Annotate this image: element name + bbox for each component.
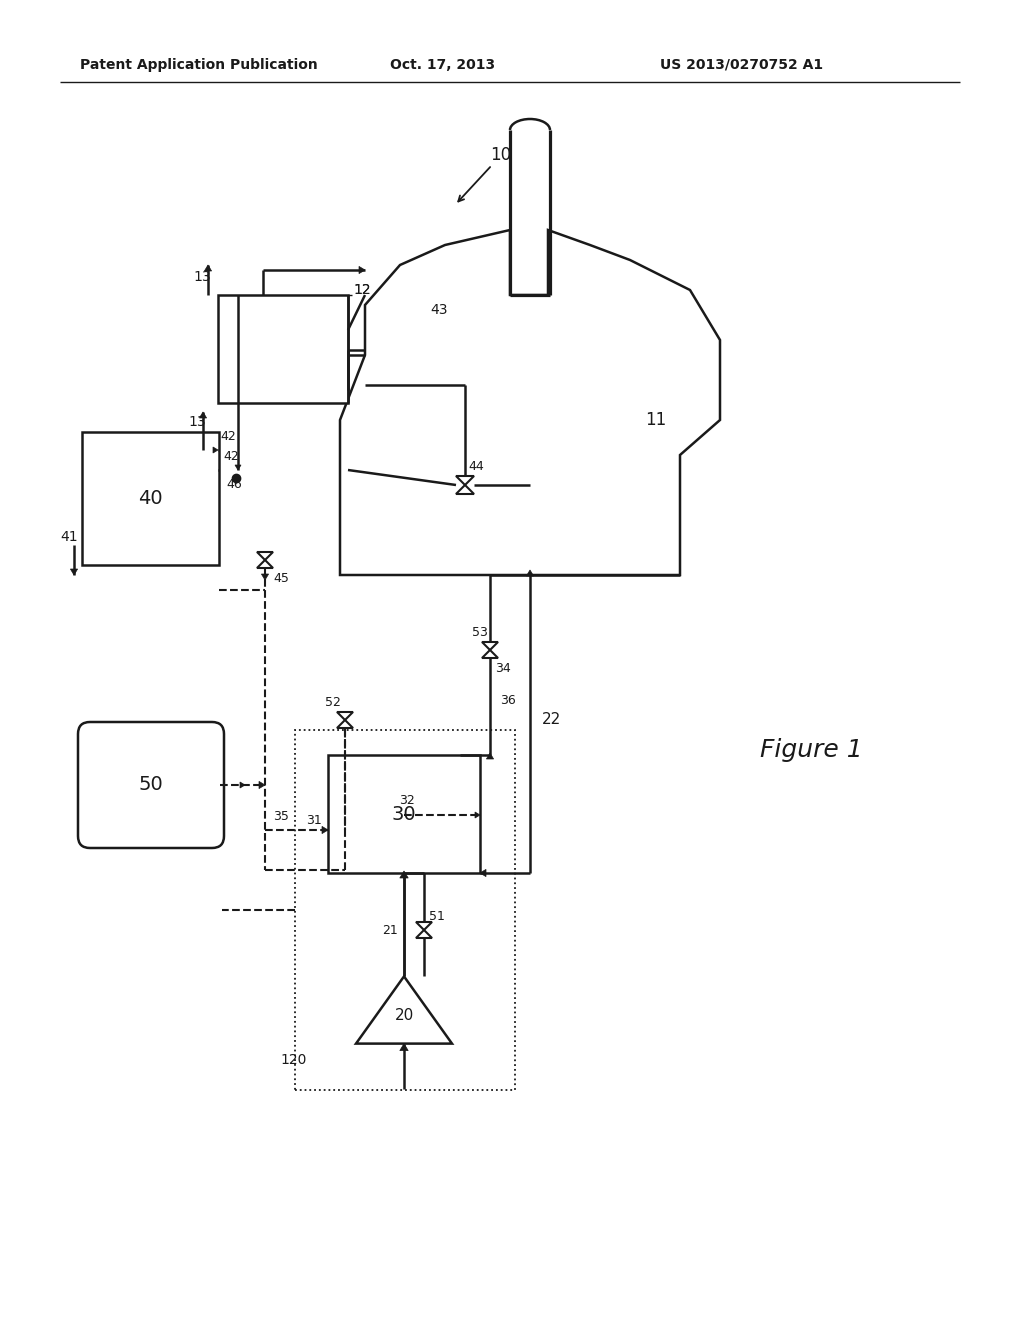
Polygon shape — [480, 870, 486, 876]
Text: 13: 13 — [188, 414, 206, 429]
Polygon shape — [259, 781, 265, 788]
Text: 50: 50 — [138, 776, 164, 795]
Polygon shape — [205, 265, 212, 271]
Polygon shape — [526, 570, 534, 576]
Text: 42: 42 — [220, 429, 236, 442]
Polygon shape — [337, 711, 353, 719]
Text: 52: 52 — [325, 696, 341, 709]
Polygon shape — [482, 649, 498, 657]
Text: 120: 120 — [280, 1053, 306, 1067]
Text: 22: 22 — [542, 713, 561, 727]
Bar — [328, 755, 480, 873]
Text: 32: 32 — [399, 795, 415, 808]
Polygon shape — [482, 642, 498, 649]
Text: 11: 11 — [645, 411, 667, 429]
Text: 10: 10 — [490, 147, 511, 164]
Polygon shape — [213, 447, 218, 453]
Text: 13: 13 — [193, 271, 211, 284]
Text: 30: 30 — [392, 804, 417, 824]
Text: 43: 43 — [430, 304, 447, 317]
Polygon shape — [322, 826, 328, 834]
Text: 42: 42 — [223, 450, 239, 462]
Polygon shape — [257, 552, 273, 560]
Text: 12: 12 — [353, 282, 371, 297]
Text: 21: 21 — [382, 924, 397, 936]
Text: 44: 44 — [468, 461, 483, 474]
Text: 53: 53 — [472, 626, 487, 639]
Text: US 2013/0270752 A1: US 2013/0270752 A1 — [660, 58, 823, 73]
Polygon shape — [257, 560, 273, 568]
Text: 51: 51 — [429, 909, 444, 923]
Text: 35: 35 — [273, 809, 289, 822]
Bar — [295, 730, 515, 1090]
Polygon shape — [416, 921, 432, 931]
Polygon shape — [234, 465, 241, 470]
Text: 31: 31 — [306, 813, 322, 826]
Polygon shape — [240, 781, 245, 788]
Text: Patent Application Publication: Patent Application Publication — [80, 58, 317, 73]
Text: 40: 40 — [138, 488, 163, 508]
Polygon shape — [261, 574, 268, 579]
Text: 46: 46 — [226, 478, 242, 491]
Polygon shape — [71, 569, 78, 576]
Text: Oct. 17, 2013: Oct. 17, 2013 — [390, 58, 496, 73]
Text: 20: 20 — [394, 1007, 414, 1023]
Bar — [218, 294, 348, 403]
Text: 41: 41 — [60, 531, 78, 544]
Text: 12: 12 — [353, 282, 371, 297]
Polygon shape — [456, 477, 474, 484]
Polygon shape — [399, 871, 409, 878]
Text: Figure 1: Figure 1 — [760, 738, 862, 762]
Polygon shape — [359, 267, 365, 273]
Polygon shape — [399, 1044, 409, 1051]
Text: 36: 36 — [500, 693, 516, 706]
Polygon shape — [200, 412, 207, 418]
Polygon shape — [416, 931, 432, 939]
Polygon shape — [456, 484, 474, 494]
Polygon shape — [486, 752, 494, 759]
Text: 34: 34 — [495, 661, 511, 675]
Text: 45: 45 — [273, 572, 289, 585]
Polygon shape — [475, 812, 480, 818]
Polygon shape — [337, 719, 353, 729]
FancyBboxPatch shape — [78, 722, 224, 847]
Bar — [82, 432, 219, 565]
